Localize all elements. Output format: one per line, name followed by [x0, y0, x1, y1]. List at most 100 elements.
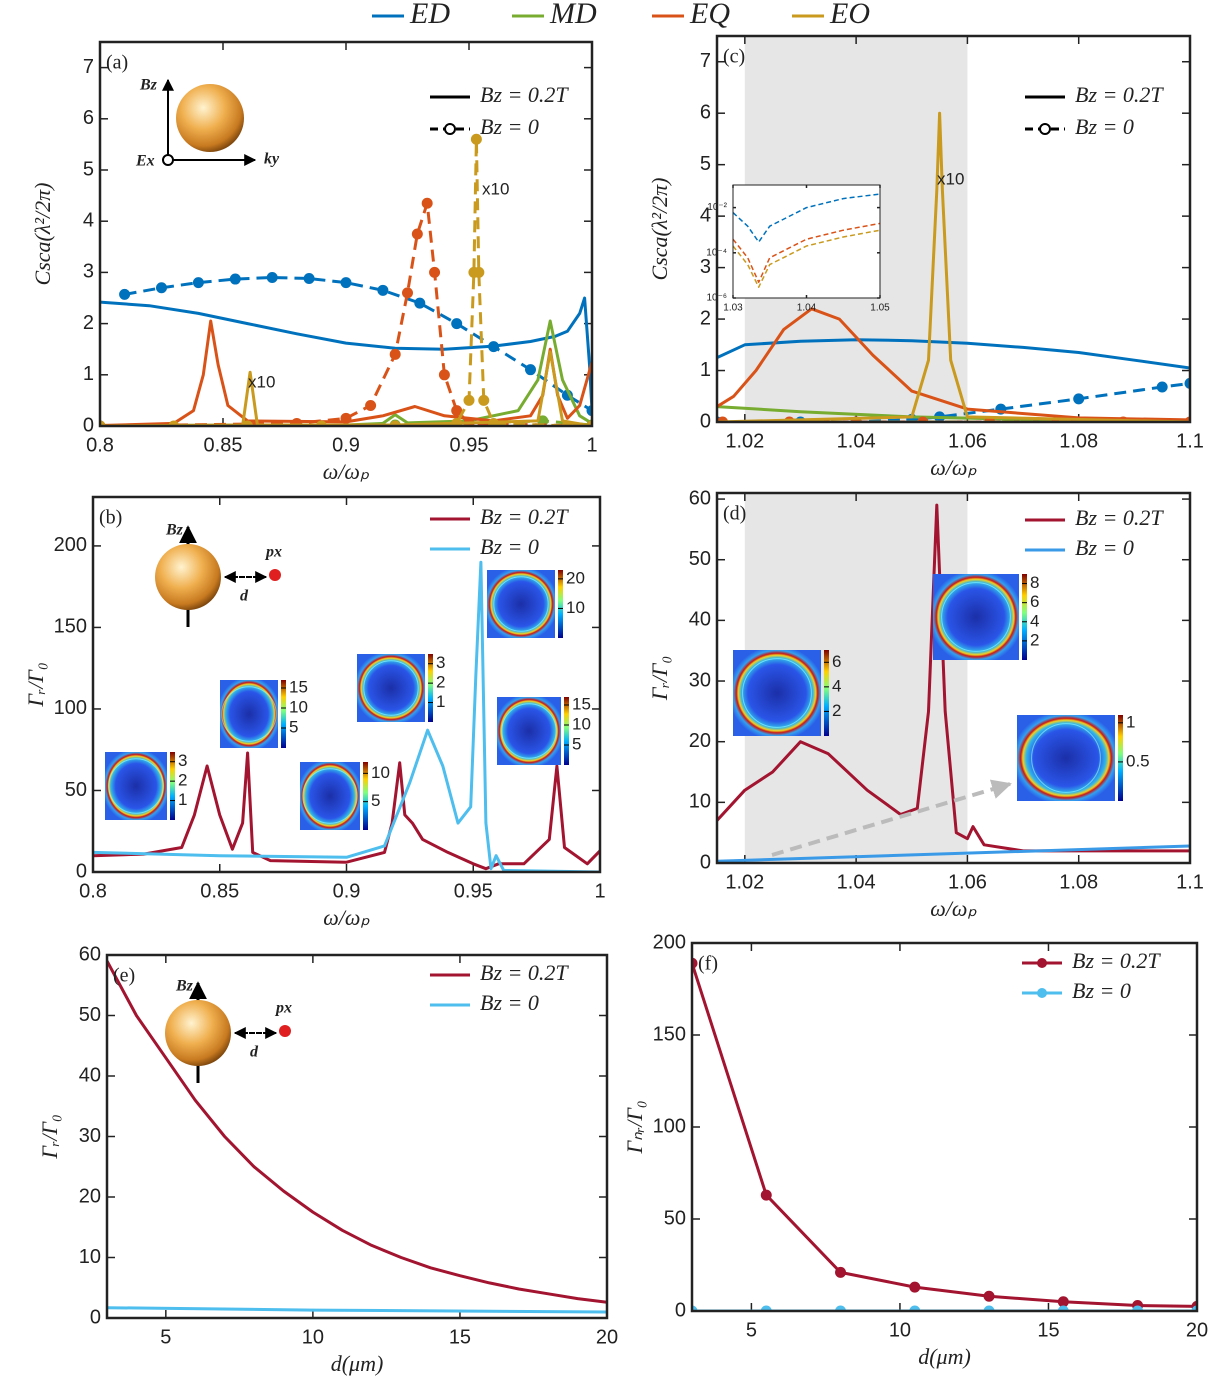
series-marker: [451, 405, 463, 417]
field-map-ring: [742, 658, 812, 728]
y-tick-label: 0: [700, 410, 711, 432]
sphere: [155, 544, 221, 610]
pointer-arrow: [771, 779, 1012, 857]
x-tick-label: 10: [889, 1319, 911, 1341]
field-map-ring: [493, 576, 549, 632]
panel-label: (f): [698, 953, 718, 975]
series-marker: [451, 318, 463, 330]
axis-dot: [162, 154, 174, 166]
top-legend-label: ED: [409, 0, 450, 30]
x-tick-label: 1.1: [1176, 871, 1204, 893]
x-tick-label: 5: [160, 1326, 171, 1348]
y-tick-label: 4: [83, 209, 94, 231]
field-map-ring: [108, 758, 164, 814]
y-tick-label: 1: [83, 363, 94, 385]
legend-label: Bz = 0.2T: [1075, 505, 1164, 530]
y-tick-label: 100: [653, 1115, 686, 1137]
colorbar-label: 2: [1030, 630, 1039, 649]
y-tick-label: 50: [65, 779, 87, 801]
y-tick-label: 150: [653, 1023, 686, 1045]
legend-marker: [1039, 123, 1051, 135]
y-axis-label: Γₙᵣ/Γ₀: [622, 1101, 647, 1155]
legend-label: Bz = 0.2T: [480, 960, 569, 985]
series-marker: [402, 287, 413, 299]
x-tick-label: 15: [1037, 1319, 1059, 1341]
y-tick-label: 40: [689, 609, 711, 631]
colorbar-label: 6: [1030, 592, 1039, 611]
series-marker: [340, 277, 352, 289]
colorbar-label: 2: [436, 673, 445, 692]
x-tick-label: 1.04: [797, 303, 817, 314]
annotation: x10: [248, 372, 275, 391]
colorbar-label: 10: [289, 697, 308, 716]
field-map-ring: [941, 582, 1011, 652]
y-tick-label: 30: [79, 1125, 101, 1147]
x-tick-label: 20: [1186, 1319, 1208, 1341]
series-line: [717, 381, 1190, 422]
top-legend-label: EO: [829, 0, 870, 30]
colorbar-label: 1: [436, 692, 445, 711]
x-axis-label: ω/ωₚ: [930, 455, 977, 480]
x-tick-label: 1: [586, 434, 597, 456]
y-tick-label: 3: [700, 256, 711, 278]
series-marker: [414, 297, 426, 309]
colorbar-label: 0.5: [1126, 751, 1150, 770]
field-map-ring: [302, 768, 358, 824]
colorbar: [428, 654, 433, 722]
axes-frame: [715, 491, 1192, 865]
x-tick-label: 0.85: [204, 434, 243, 456]
x-tick-label: 0.9: [332, 434, 360, 456]
series-marker: [835, 1266, 847, 1278]
series-marker: [488, 341, 500, 353]
series-marker: [411, 228, 423, 240]
x-tick-label: 1.02: [725, 430, 764, 452]
x-tick-label: 0.85: [200, 880, 239, 902]
field-map: [357, 654, 425, 722]
plot-area: [733, 193, 880, 288]
y-axis-label: Csca(λ²/2π): [647, 178, 672, 281]
field-map: [220, 680, 278, 748]
field-map-ring: [1031, 723, 1101, 793]
y-axis-label: Csca(λ²/2π): [30, 183, 55, 286]
panel-label: (a): [106, 52, 128, 74]
legend-marker: [1037, 988, 1047, 998]
series-line: [100, 296, 592, 411]
series-line: [733, 229, 880, 288]
series-marker: [525, 364, 536, 376]
inset-bg: [733, 185, 880, 298]
series-line: [93, 560, 600, 872]
series-line: [100, 201, 592, 426]
axes-frame: [91, 495, 602, 874]
dipole: [269, 569, 281, 581]
icon-label: Bz: [139, 77, 158, 94]
series-marker: [983, 1290, 995, 1302]
colorbar-label: 10: [371, 763, 390, 782]
legend-label: Bz = 0: [1075, 114, 1134, 139]
series-marker: [470, 133, 482, 145]
colorbar-label: 10: [572, 714, 591, 733]
y-tick-label: 10: [79, 1246, 101, 1268]
y-tick-label: 0: [90, 1306, 101, 1328]
colorbar-label: 15: [289, 677, 308, 696]
plot-area: [93, 560, 600, 872]
panel-label: (c): [723, 46, 745, 68]
y-tick-label: 200: [653, 931, 686, 953]
colorbar-label: 5: [371, 791, 380, 810]
colorbar-label: 6: [832, 652, 841, 671]
top-legend-label: EQ: [689, 0, 730, 30]
series-line: [124, 276, 592, 412]
icon-label: Bz: [175, 978, 194, 995]
axes-frame: [732, 184, 881, 299]
legend-label: Bz = 0.2T: [480, 82, 569, 107]
y-tick-label: 50: [664, 1207, 686, 1229]
series-line: [93, 751, 600, 871]
x-axis-label: ω/ωₚ: [930, 896, 977, 921]
colorbar-label: 20: [566, 568, 585, 587]
field-map: [1017, 715, 1115, 801]
y-tick-label: 3: [83, 261, 94, 283]
y-tick-label: 6: [83, 107, 94, 129]
y-tick-label: 2: [700, 307, 711, 329]
x-tick-label: 1.08: [1059, 430, 1098, 452]
colorbar-label: 10: [566, 598, 585, 617]
